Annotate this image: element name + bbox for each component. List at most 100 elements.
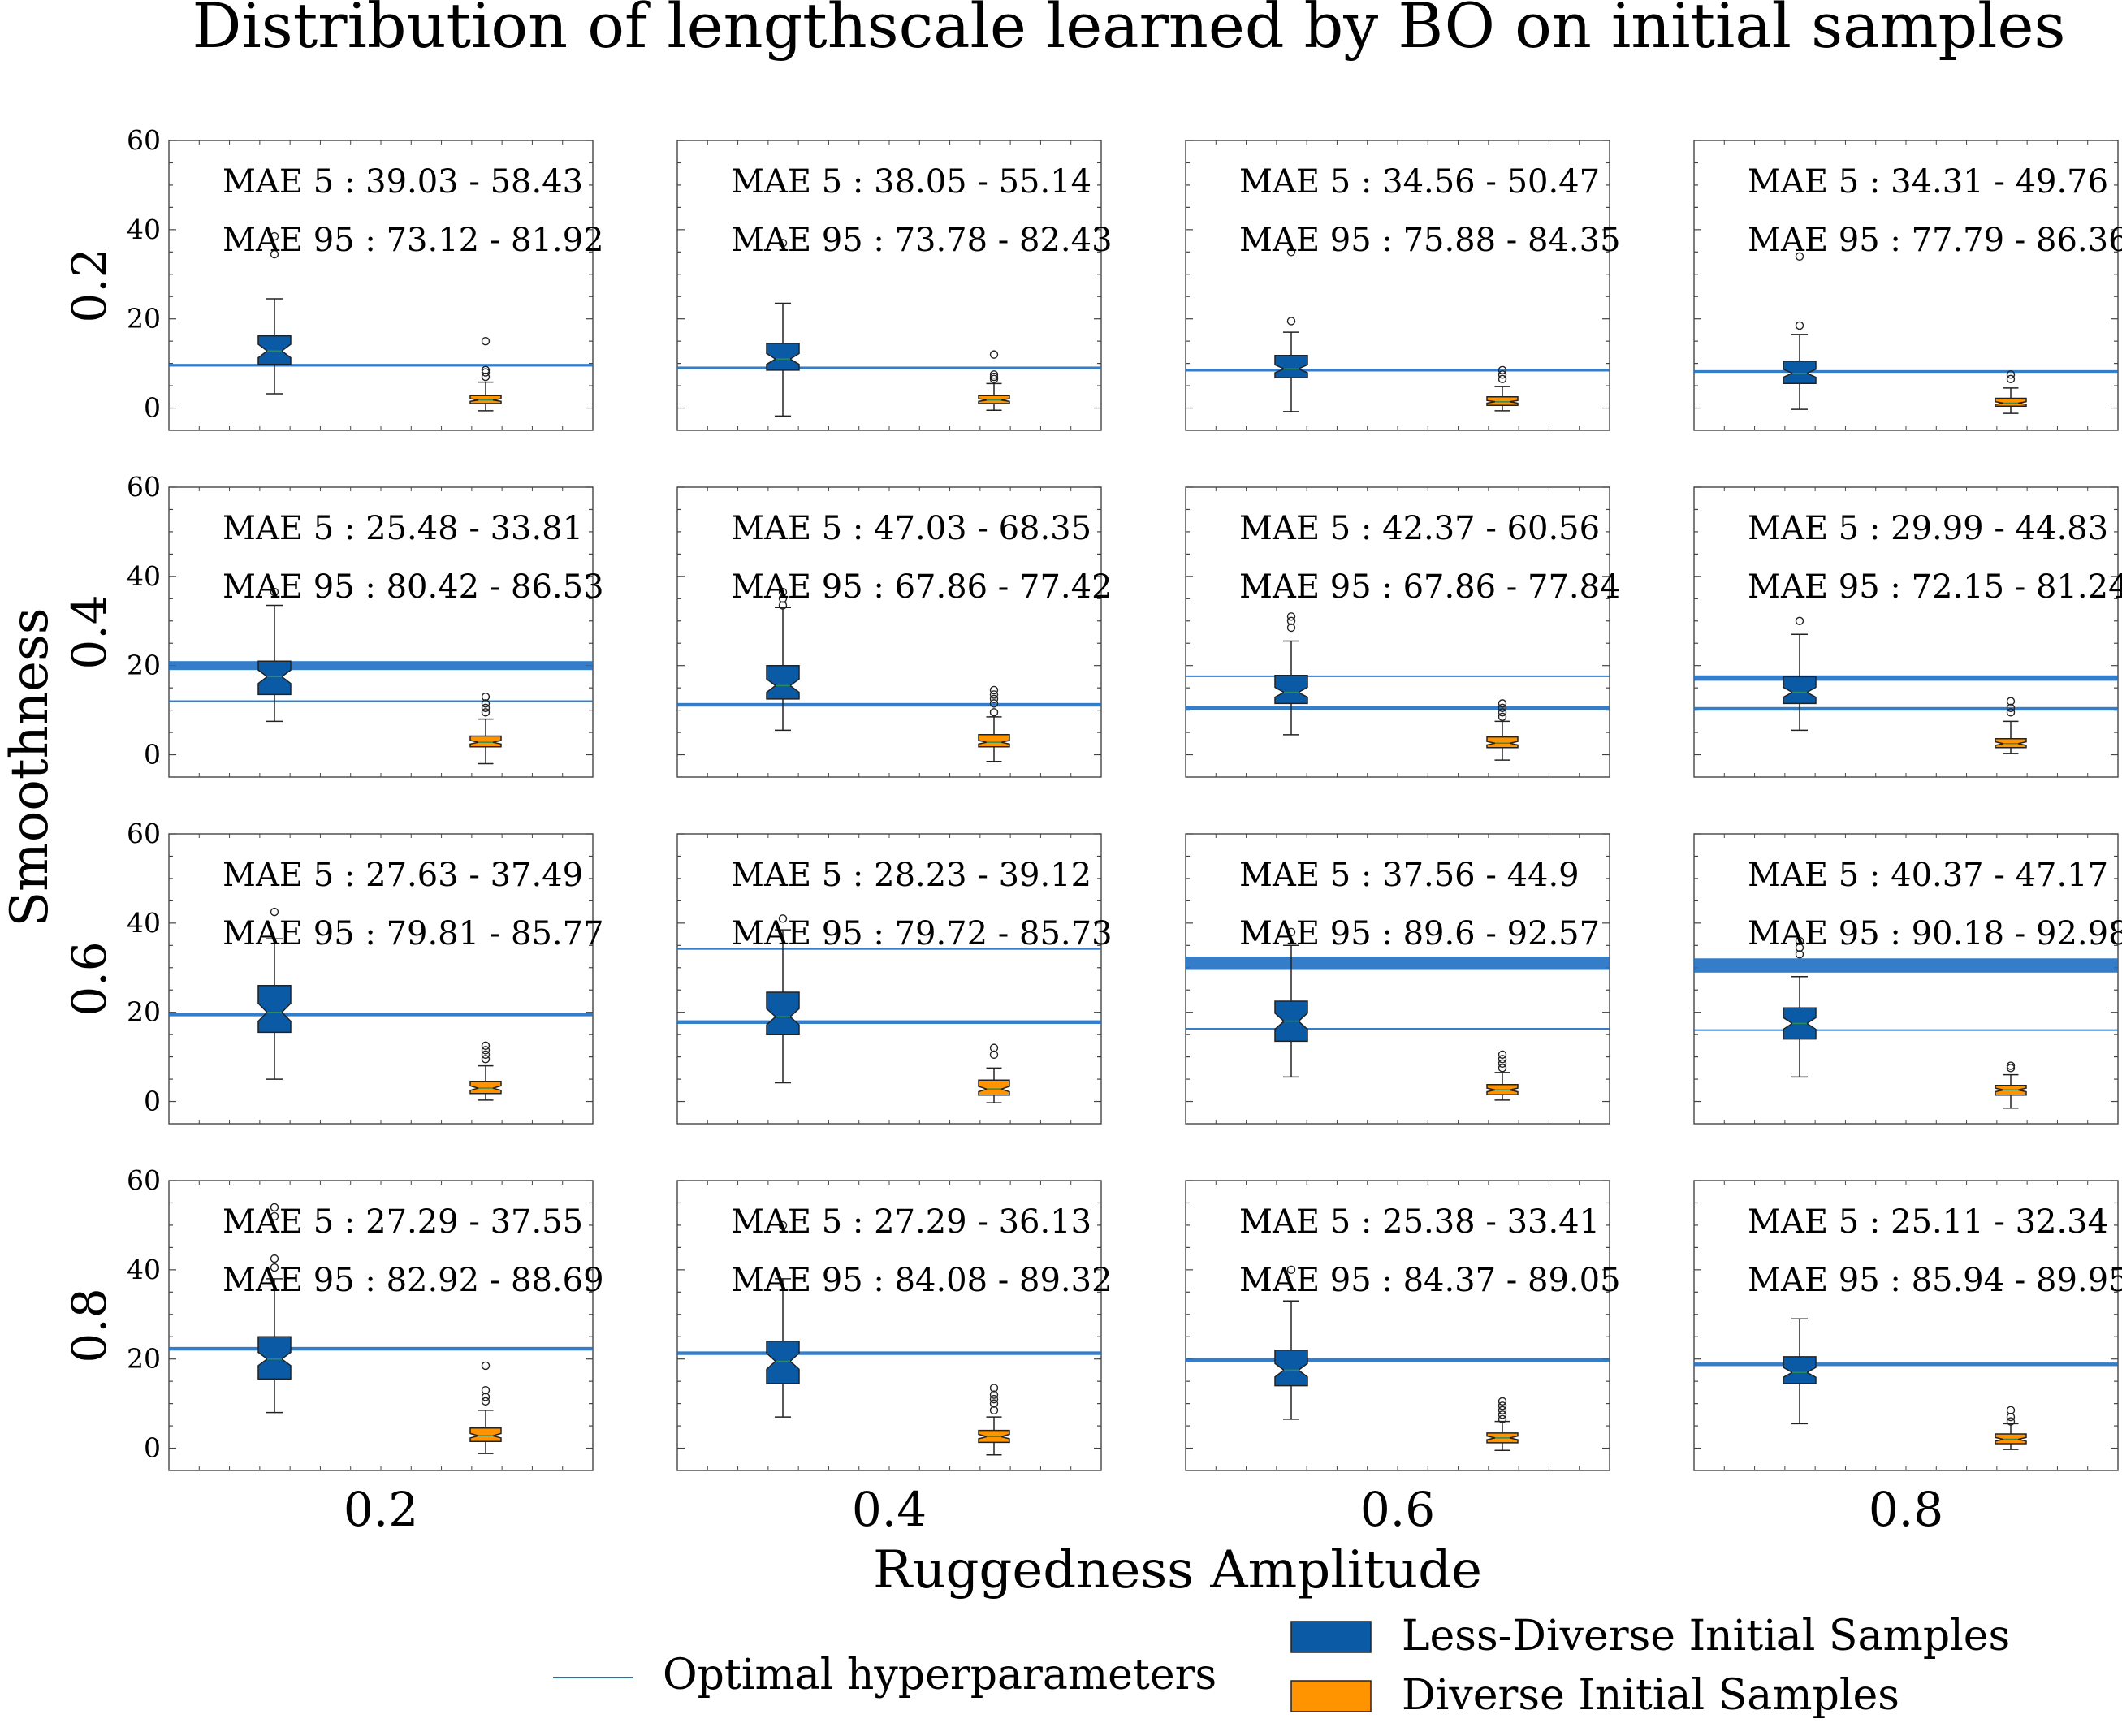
outlier-point [778,601,788,610]
notched-box [766,664,800,700]
box-less-diverse [1783,1318,1817,1425]
outlier-point [481,1393,491,1401]
panel-0.8-0.2: 0 20 40 60 0.8 0.2 MAE 5 : 27.29 - 37.55 MAE 95… [62,1164,604,1537]
notched-box [766,991,800,1035]
optimal-hyperparameter-line [169,1013,593,1017]
mae95-annotation: MAE 95 : 85.94 - 89.95 [1748,1262,2122,1299]
outlier-point [989,1406,999,1415]
legend-optimal-label: Optimal hyperparameters [663,1651,1217,1699]
y-tick-label: 40 [127,907,161,939]
mae95-annotation: MAE 95 : 80.42 - 86.53 [223,568,604,606]
notched-box [257,660,292,696]
outlier-point [2006,1064,2016,1073]
mae95-annotation: MAE 95 : 90.18 - 92.98 [1748,915,2122,952]
outlier-point [1498,708,1507,717]
box-less-diverse [257,1203,292,1414]
notched-box [1486,736,1519,749]
outlier-point [270,231,279,241]
box-diverse [1995,1406,2027,1450]
mae5-annotation: MAE 5 : 25.38 - 33.41 [1239,1203,1600,1241]
mae5-annotation: MAE 5 : 25.48 - 33.81 [223,510,583,547]
outlier-point [2006,703,2016,713]
mae95-annotation: MAE 95 : 82.92 - 88.69 [223,1262,604,1299]
outlier-point [989,372,999,382]
box-less-diverse [257,907,292,1080]
outlier-point [1795,252,1804,261]
outlier-point [1286,248,1296,257]
notched-box [1274,354,1308,378]
chart-title: Distribution of lengthscale learned by B… [192,0,2066,62]
outlier-point [270,587,279,597]
notched-box [1274,675,1308,705]
outlier-point [2006,374,2016,384]
box-diverse [469,692,502,765]
mae95-annotation: MAE 95 : 84.08 - 89.32 [731,1262,1113,1299]
panel-0.6-0.2: 0 20 40 60 0.6 MAE 5 : 27.63 - 37.49 MAE 95 : … [62,818,604,1125]
outlier-point [989,1384,999,1393]
column-label: 0.6 [1360,1482,1435,1537]
outlier-point [270,1254,279,1263]
x-axis-title: Ruggedness Amplitude [873,1540,1482,1600]
box-diverse [1995,697,2027,754]
outlier-point [1286,612,1296,621]
box-diverse [978,350,1010,412]
y-tick-label: 40 [127,1254,161,1285]
panel-0.2-0.6: MAE 5 : 34.56 - 50.47 MAE 95 : 75.88 - 84… [1185,140,1621,431]
box-less-diverse [257,231,292,395]
mae5-annotation: MAE 5 : 40.37 - 47.17 [1748,857,2108,894]
legend: Optimal hyperparameters Less-Diverse Ini… [553,1612,2010,1720]
outlier-point [481,1361,491,1371]
outlier-point [1498,1055,1507,1064]
mae5-annotation: MAE 5 : 39.03 - 58.43 [223,163,583,201]
y-tick-label: 0 [144,1432,161,1464]
optimal-hyperparameter-line [169,700,593,702]
y-tick-label: 20 [127,303,161,335]
outlier-point [481,1055,491,1064]
y-tick-label: 20 [127,996,161,1028]
outlier-point [778,914,788,923]
y-tick-label: 0 [144,392,161,424]
notched-box [1783,1356,1817,1384]
box-less-diverse [766,914,800,1084]
box-less-diverse [257,587,292,723]
outlier-point [1286,1265,1296,1275]
mae95-annotation: MAE 95 : 75.88 - 84.35 [1239,222,1621,259]
mae5-annotation: MAE 5 : 38.05 - 55.14 [731,163,1091,201]
box-less-diverse [766,239,800,417]
optimal-hyperparameter-line [677,702,1101,707]
notched-box [257,335,292,365]
legend-diverse-label: Diverse Initial Samples [1402,1671,1899,1720]
outlier-point [270,1203,279,1212]
mae5-annotation: MAE 5 : 37.56 - 44.9 [1239,857,1580,894]
optimal-hyperparameter-line [1186,369,1610,372]
notched-box [1783,361,1817,385]
outlier-point [2006,1406,2016,1415]
outlier-point [1286,623,1296,633]
outlier-point [481,1046,491,1055]
outlier-point [481,1397,491,1406]
outlier-point [1795,943,1804,952]
panel-0.8-0.4: 0.4 MAE 5 : 27.29 - 36.13 MAE 95 : 84.08 -… [676,1180,1113,1537]
outlier-point [481,368,491,377]
mae5-annotation: MAE 5 : 29.99 - 44.83 [1748,510,2108,547]
optimal-hyperparameter-line [1694,369,2118,374]
outlier-point [481,1050,491,1060]
outlier-point [1498,1414,1507,1424]
outlier-point [481,692,491,702]
outlier-point [989,1043,999,1052]
optimal-hyperparameter-line [1694,706,2118,711]
column-label: 0.8 [1869,1482,1943,1537]
notched-box [469,735,502,748]
optimal-hyperparameter-line [677,366,1101,369]
outlier-point [2006,1412,2016,1422]
panel-0.4-0.6: MAE 5 : 42.37 - 60.56 MAE 95 : 67.86 - 77… [1185,486,1621,778]
mae95-annotation: MAE 95 : 77.79 - 86.36 [1748,222,2122,259]
panel-0.2-0.8: MAE 5 : 34.31 - 49.76 MAE 95 : 77.79 - 86… [1693,140,2122,431]
panel-0.2-0.4: MAE 5 : 38.05 - 55.14 MAE 95 : 73.78 - 82… [676,140,1113,431]
box-diverse [978,1384,1010,1456]
y-tick-label: 60 [127,818,161,849]
mae5-annotation: MAE 5 : 27.29 - 37.55 [223,1203,583,1241]
notched-box [766,343,800,371]
optimal-hyperparameter-line [677,1351,1101,1355]
